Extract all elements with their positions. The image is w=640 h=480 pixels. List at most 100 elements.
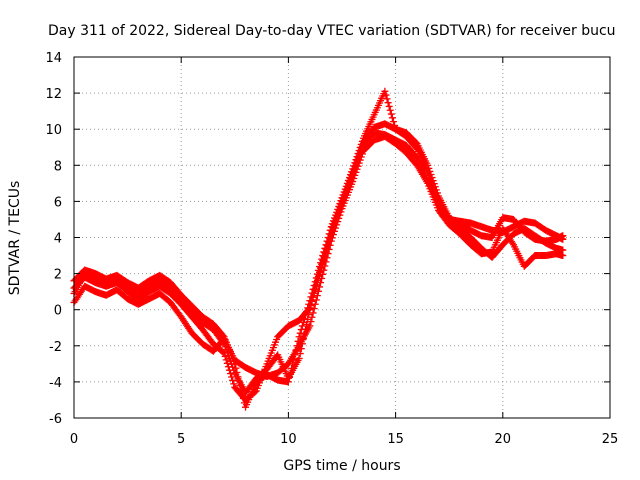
data-point bbox=[298, 340, 306, 348]
data-point bbox=[330, 227, 338, 235]
data-point bbox=[321, 262, 329, 270]
data-point bbox=[322, 245, 330, 253]
data-point bbox=[323, 254, 331, 262]
data-points bbox=[70, 87, 567, 411]
y-tick-label: 10 bbox=[45, 123, 62, 138]
data-point bbox=[221, 352, 229, 360]
data-point bbox=[428, 174, 436, 182]
x-tick-label: 25 bbox=[602, 432, 619, 447]
y-tick-label: -4 bbox=[49, 376, 62, 391]
data-point bbox=[429, 177, 437, 185]
data-point bbox=[230, 380, 238, 388]
data-point bbox=[305, 311, 313, 319]
data-point bbox=[251, 388, 259, 396]
x-tick-label: 15 bbox=[387, 432, 404, 447]
data-point bbox=[357, 144, 365, 152]
data-point bbox=[386, 106, 394, 114]
y-tick-label: 2 bbox=[54, 268, 62, 283]
data-point bbox=[310, 289, 318, 297]
data-point bbox=[320, 253, 328, 261]
chart-title: Day 311 of 2022, Sidereal Day-to-day VTE… bbox=[48, 23, 616, 39]
data-point bbox=[431, 183, 439, 191]
data-point bbox=[353, 156, 361, 164]
data-point bbox=[298, 322, 306, 330]
data-point bbox=[319, 257, 327, 265]
data-point bbox=[325, 234, 333, 242]
data-point bbox=[358, 141, 366, 149]
y-tick-label: 4 bbox=[54, 232, 62, 247]
data-point bbox=[222, 356, 230, 364]
y-tick-label: 14 bbox=[45, 51, 62, 66]
data-point bbox=[387, 110, 395, 118]
data-point bbox=[354, 153, 362, 161]
data-point bbox=[314, 272, 322, 280]
data-point bbox=[311, 285, 319, 293]
y-tick-label: 12 bbox=[45, 87, 62, 102]
y-tick-label: 0 bbox=[54, 304, 62, 319]
data-point bbox=[324, 238, 332, 246]
data-point bbox=[424, 161, 432, 169]
data-point bbox=[323, 241, 331, 249]
data-point bbox=[229, 376, 237, 384]
data-point bbox=[307, 302, 315, 310]
x-tick-label: 5 bbox=[177, 432, 185, 447]
data-point bbox=[227, 370, 235, 378]
data-point bbox=[295, 354, 303, 362]
data-point bbox=[350, 165, 358, 173]
data-point bbox=[356, 147, 364, 155]
data-point bbox=[332, 224, 340, 232]
data-point bbox=[310, 305, 318, 313]
data-point bbox=[381, 87, 389, 95]
axis-ticks: 0 5 10 15 20 25 -6 -4 -2 0 2 4 6 8 10 12 14 bbox=[45, 51, 618, 447]
data-point bbox=[326, 230, 334, 238]
x-tick-label: 0 bbox=[70, 432, 78, 447]
y-tick-label: 6 bbox=[54, 195, 62, 210]
data-point bbox=[308, 297, 316, 305]
data-point bbox=[425, 164, 433, 172]
data-point bbox=[389, 118, 397, 126]
data-point bbox=[388, 114, 396, 122]
data-point bbox=[349, 169, 357, 177]
data-point bbox=[309, 293, 317, 301]
data-point bbox=[430, 180, 438, 188]
data-point bbox=[304, 315, 312, 323]
data-point bbox=[351, 162, 359, 170]
data-point bbox=[300, 330, 308, 338]
x-axis-label: GPS time / hours bbox=[283, 458, 400, 474]
data-point bbox=[384, 99, 392, 107]
data-point bbox=[302, 325, 310, 333]
y-axis-label: SDTVAR / TECUs bbox=[7, 181, 23, 296]
data-point bbox=[315, 268, 323, 276]
data-point bbox=[426, 167, 434, 175]
data-point bbox=[433, 189, 441, 197]
data-point bbox=[318, 260, 326, 268]
series-track-4 bbox=[70, 120, 567, 397]
data-point bbox=[306, 306, 314, 314]
data-point bbox=[313, 277, 321, 285]
data-point bbox=[321, 249, 329, 257]
data-point bbox=[295, 333, 303, 341]
data-point bbox=[306, 322, 314, 330]
data-point bbox=[355, 150, 363, 158]
data-point bbox=[385, 102, 393, 110]
y-tick-label: 8 bbox=[54, 159, 62, 174]
data-point bbox=[427, 171, 435, 179]
data-point bbox=[382, 91, 390, 99]
data-point bbox=[432, 186, 440, 194]
data-point bbox=[299, 335, 307, 343]
data-point bbox=[309, 309, 317, 317]
data-point bbox=[559, 232, 567, 240]
data-point bbox=[322, 258, 330, 266]
data-point bbox=[559, 252, 567, 260]
x-tick-label: 20 bbox=[495, 432, 512, 447]
data-point bbox=[317, 264, 325, 272]
data-point bbox=[383, 95, 391, 103]
y-tick-label: -2 bbox=[49, 340, 62, 355]
data-point bbox=[297, 345, 305, 353]
data-point bbox=[312, 281, 320, 289]
data-point bbox=[303, 320, 311, 328]
x-tick-label: 10 bbox=[280, 432, 297, 447]
data-point bbox=[508, 239, 516, 247]
y-tick-label: -6 bbox=[49, 412, 62, 427]
